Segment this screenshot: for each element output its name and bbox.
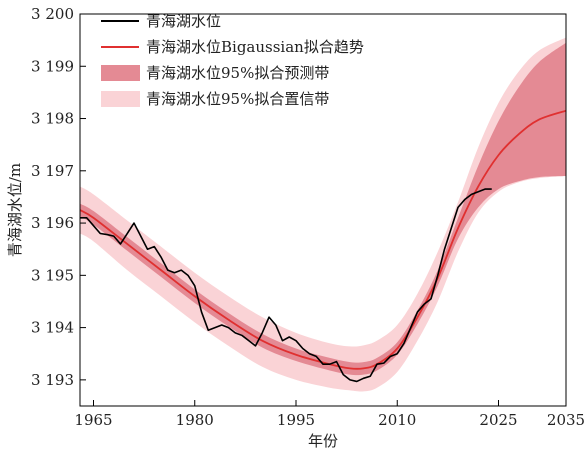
legend-label: 青海湖水位95%拟合预测带 <box>146 64 329 82</box>
y-tick-label: 3 200 <box>31 5 74 23</box>
y-axis: 3 193 3 194 3 195 3 196 3 197 3 198 3 199 3 200 <box>31 5 86 389</box>
x-tick-label: 1995 <box>277 411 315 429</box>
lines <box>80 109 566 383</box>
y-axis-title: 青海湖水位/m <box>6 163 24 257</box>
legend-swatch-patch <box>101 91 140 107</box>
x-axis-title: 年份 <box>308 432 338 450</box>
fit-trend-line <box>80 109 566 370</box>
y-tick-label: 3 198 <box>31 110 74 128</box>
plot-frame <box>79 13 567 407</box>
prediction-band <box>80 42 566 376</box>
x-tick-label: 2035 <box>547 411 585 429</box>
y-tick-label: 3 195 <box>31 266 74 284</box>
observed-level-line <box>80 188 492 383</box>
x-axis: 1965 1980 1995 2010 2025 2035 <box>74 400 585 429</box>
legend-label: 青海湖水位 <box>146 12 221 30</box>
y-tick-label: 3 193 <box>31 371 74 389</box>
x-tick-label: 2025 <box>479 411 517 429</box>
y-tick-label: 3 199 <box>31 57 74 75</box>
legend-label: 青海湖水位95%拟合置信带 <box>146 90 329 108</box>
y-tick-label: 3 197 <box>31 162 74 180</box>
x-tick-label: 1965 <box>74 411 112 429</box>
x-tick-label: 2010 <box>378 411 416 429</box>
legend-label: 青海湖水位Bigaussian拟合趋势 <box>146 38 364 56</box>
legend-swatch-patch <box>101 65 140 81</box>
x-tick-label: 1980 <box>176 411 214 429</box>
bands <box>80 37 566 392</box>
legend: 青海湖水位青海湖水位Bigaussian拟合趋势青海湖水位95%拟合预测带青海湖… <box>101 12 364 108</box>
y-tick-label: 3 194 <box>31 319 74 337</box>
y-tick-label: 3 196 <box>31 214 74 232</box>
